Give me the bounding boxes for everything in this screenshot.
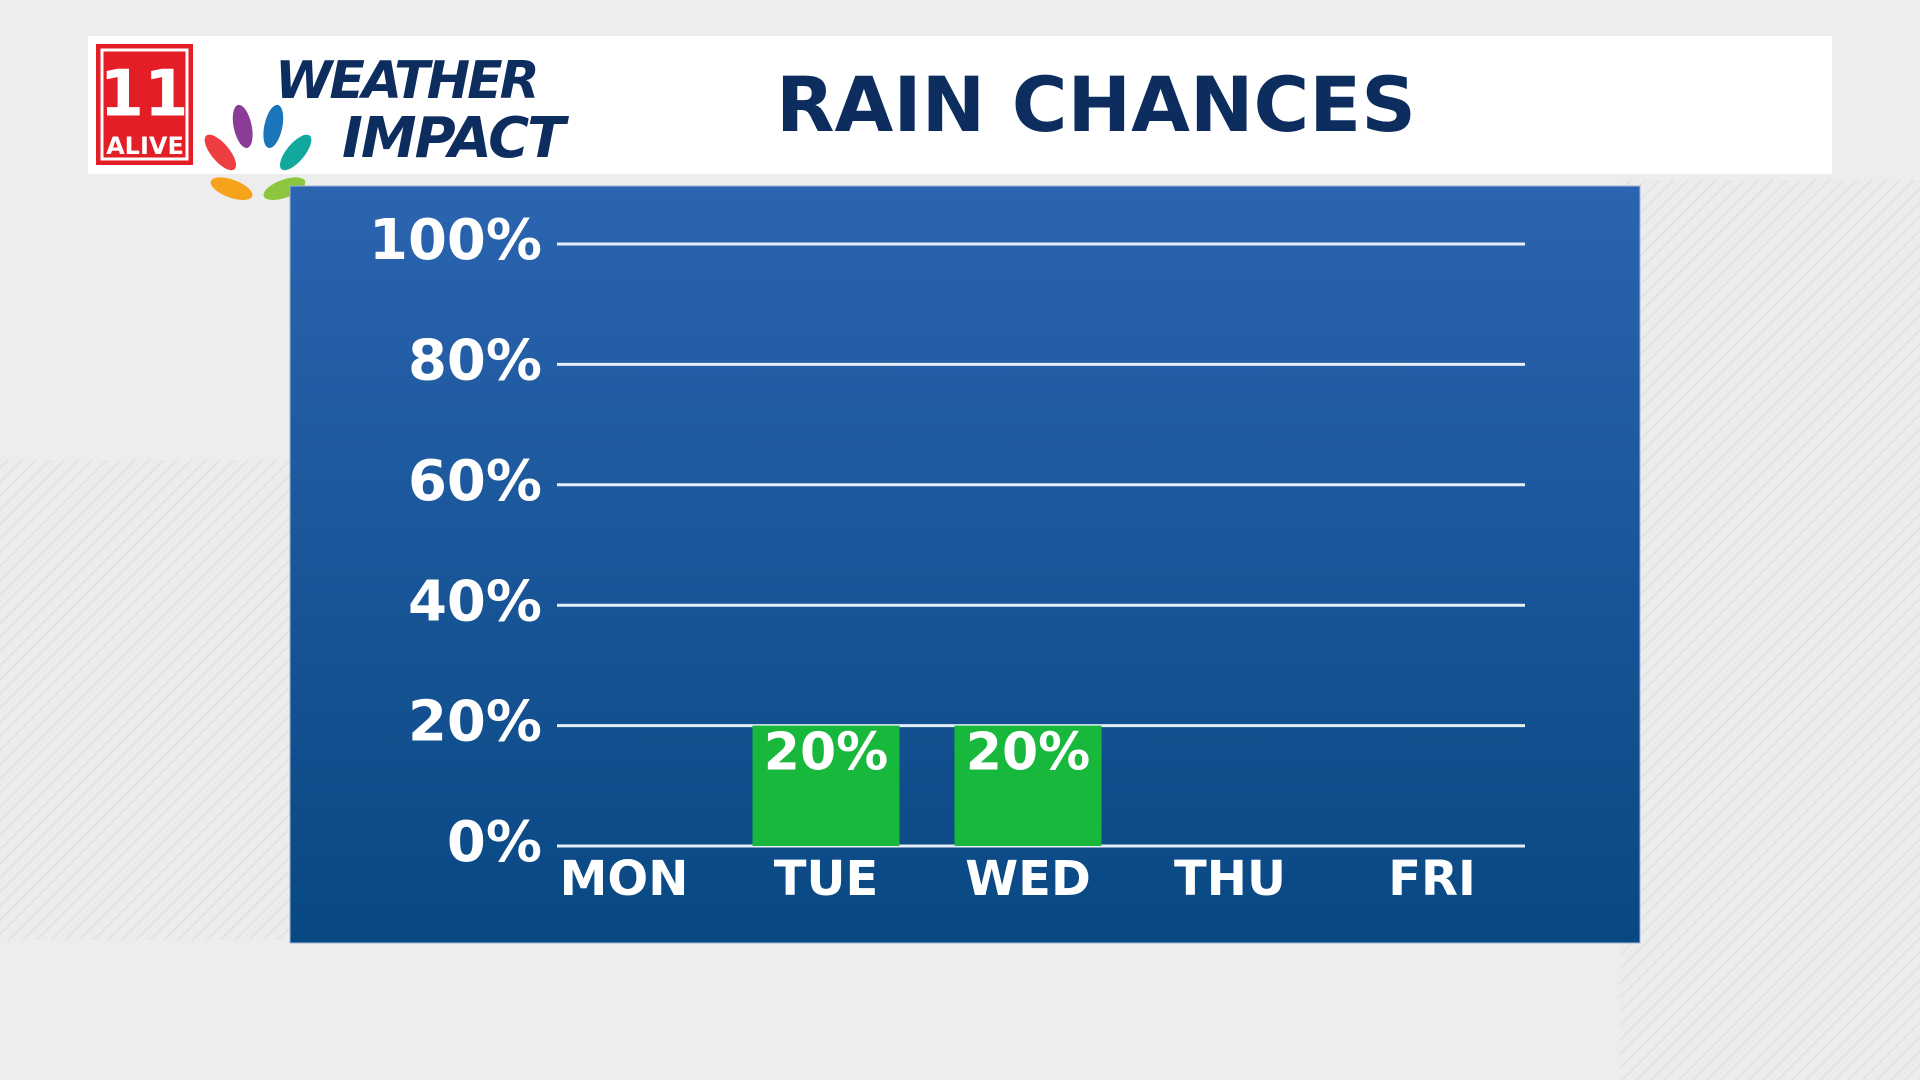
- background-stripes: [1620, 180, 1920, 1080]
- value-label: 20%: [966, 723, 1090, 783]
- station-logo: 11 ALIVE: [96, 44, 193, 165]
- logo-box: [96, 44, 193, 165]
- background-stripes: [0, 460, 300, 940]
- logo-tagline: ALIVE: [106, 132, 184, 160]
- y-tick-label: 100%: [369, 208, 542, 273]
- brand-top: WEATHER: [275, 51, 537, 111]
- value-label: 20%: [764, 723, 888, 783]
- nbc-peacock: [204, 104, 312, 201]
- header-bar: [88, 36, 1832, 174]
- y-tick-label: 60%: [408, 449, 542, 514]
- y-tick-label: 0%: [447, 810, 542, 875]
- x-tick-label: THU: [1174, 851, 1286, 907]
- x-tick-label: FRI: [1388, 851, 1476, 907]
- y-tick-label: 20%: [408, 690, 542, 755]
- logo-frame: [100, 48, 189, 161]
- logo-number: 11: [99, 58, 188, 132]
- y-tick-label: 80%: [408, 329, 542, 394]
- brand-bottom: IMPACT: [342, 106, 569, 171]
- y-tick-label: 40%: [408, 569, 542, 634]
- x-tick-label: MON: [560, 851, 689, 907]
- bar: [954, 725, 1102, 846]
- chart-title: RAIN CHANCES: [776, 60, 1416, 149]
- bar: [752, 725, 900, 846]
- x-tick-label: TUE: [774, 851, 879, 907]
- x-tick-label: WED: [965, 851, 1091, 907]
